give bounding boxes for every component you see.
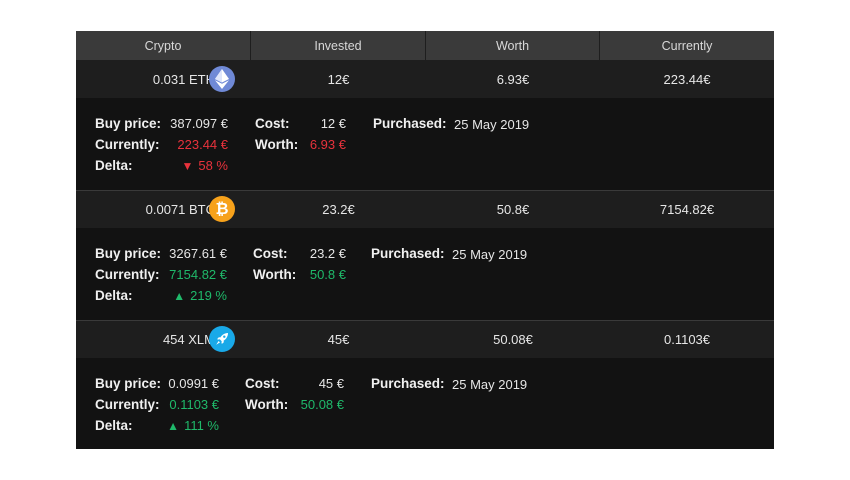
- row-details: Buy price: 3267.61 € Currently: 7154.82 …: [76, 228, 774, 320]
- row-details: Buy price: 387.097 € Currently: 223.44 €…: [76, 98, 774, 190]
- purchased-date: 25 May 2019: [452, 247, 528, 262]
- row-summary[interactable]: 454 XLM 45€ 50.08€ 0.1103€: [76, 321, 774, 358]
- currently-label: Currently:: [95, 267, 160, 282]
- worth-label: Worth:: [255, 137, 299, 152]
- currently-label: Currently:: [95, 397, 160, 412]
- buy-price-value: 3267.61 €: [169, 246, 227, 261]
- buy-price-value: 0.0991 €: [168, 376, 219, 391]
- delta-label: Delta:: [95, 288, 133, 303]
- current-price-value: 0.1103€: [663, 332, 711, 347]
- holding-amount: 454 XLM: [162, 332, 215, 347]
- holding-amount: 0.031 ETH: [152, 72, 215, 87]
- column-header-crypto[interactable]: Crypto: [76, 31, 251, 61]
- row-summary[interactable]: 0.0071 BTC ₿ 23.2€ 50.8€ 7154.82€: [76, 191, 774, 228]
- worth-value: 50.08€: [493, 332, 533, 347]
- cost-value: 45 €: [318, 376, 344, 391]
- stellar-rocket-icon: [209, 326, 235, 352]
- current-price-detail: 223.44 €: [177, 137, 228, 152]
- invested-value: 23.2€: [322, 202, 355, 217]
- cost-label: Cost:: [245, 376, 280, 391]
- table-row[interactable]: 0.031 ETH 12€ 6.93€ 223.44€ Buy price: 3…: [76, 61, 774, 190]
- buy-price-value: 387.097 €: [170, 116, 228, 131]
- purchased-label: Purchased:: [371, 376, 445, 391]
- current-price-detail: 0.1103 €: [169, 397, 219, 412]
- ethereum-icon: [209, 66, 235, 92]
- column-header-invested[interactable]: Invested: [251, 31, 426, 61]
- arrow-up-icon: ▲: [167, 419, 180, 433]
- worth-value: 50.8€: [496, 202, 530, 217]
- buy-price-label: Buy price:: [95, 116, 162, 131]
- worth-label: Worth:: [245, 397, 289, 412]
- table-header: Crypto Invested Worth Currently: [76, 31, 774, 61]
- purchased-date: 25 May 2019: [452, 377, 528, 392]
- worth-value: 6.93€: [496, 72, 530, 87]
- arrow-up-icon: ▲: [173, 289, 186, 303]
- table-row[interactable]: 0.0071 BTC ₿ 23.2€ 50.8€ 7154.82€ Buy pr…: [76, 190, 774, 320]
- current-price-value: 7154.82€: [659, 202, 715, 217]
- worth-detail-value: 50.08 €: [300, 397, 344, 412]
- buy-price-label: Buy price:: [95, 376, 162, 391]
- row-summary[interactable]: 0.031 ETH 12€ 6.93€ 223.44€: [76, 61, 774, 98]
- delta-percent: 111 %: [184, 418, 219, 433]
- current-price-detail: 7154.82 €: [169, 267, 227, 282]
- worth-label: Worth:: [253, 267, 297, 282]
- cost-label: Cost:: [255, 116, 290, 131]
- invested-value: 45€: [327, 332, 350, 347]
- bitcoin-icon: ₿: [209, 196, 235, 222]
- table-row[interactable]: 454 XLM 45€ 50.08€ 0.1103€ Buy price: 0.…: [76, 320, 774, 450]
- purchased-label: Purchased:: [371, 246, 445, 261]
- purchased-date: 25 May 2019: [454, 117, 530, 132]
- column-header-worth[interactable]: Worth: [426, 31, 600, 61]
- delta-percent: 219 %: [190, 288, 227, 303]
- delta-value: ▲ 219 %: [173, 288, 227, 303]
- invested-value: 12€: [327, 72, 350, 87]
- currently-label: Currently:: [95, 137, 160, 152]
- portfolio-table: Crypto Invested Worth Currently 0.031 ET…: [76, 31, 774, 449]
- cost-label: Cost:: [253, 246, 288, 261]
- cost-value: 23.2 €: [309, 246, 346, 261]
- delta-label: Delta:: [95, 158, 133, 173]
- row-details: Buy price: 0.0991 € Currently: 0.1103 € …: [76, 358, 774, 450]
- purchased-label: Purchased:: [373, 116, 447, 131]
- worth-detail-value: 50.8 €: [309, 267, 346, 282]
- current-price-value: 223.44€: [663, 72, 711, 87]
- delta-percent: 58 %: [198, 158, 228, 173]
- holding-amount: 0.0071 BTC: [145, 202, 215, 217]
- column-header-currently[interactable]: Currently: [600, 31, 774, 61]
- arrow-down-icon: ▼: [181, 159, 194, 173]
- delta-label: Delta:: [95, 418, 133, 433]
- delta-value: ▼ 58 %: [181, 158, 228, 173]
- worth-detail-value: 6.93 €: [309, 137, 346, 152]
- cost-value: 12 €: [320, 116, 346, 131]
- buy-price-label: Buy price:: [95, 246, 162, 261]
- delta-value: ▲ 111 %: [167, 418, 219, 433]
